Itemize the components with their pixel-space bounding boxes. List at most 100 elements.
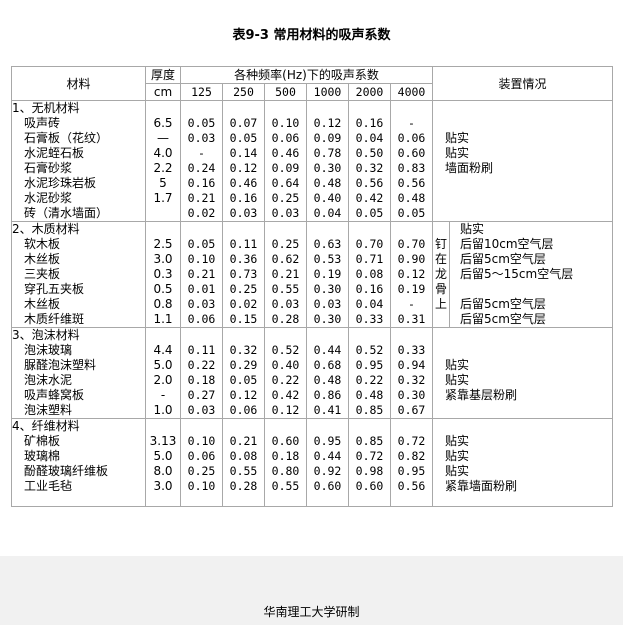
coefficient-value: 0.16 (187, 176, 216, 190)
group-coefficients: 0.25 0.62 0.21 0.55 0.03 0.28 (264, 221, 307, 328)
coefficient-value: 0.83 (397, 161, 426, 175)
coefficient-value: 0.05 (229, 373, 258, 387)
thickness-value: 1.0 (153, 403, 173, 417)
installation-note (445, 191, 612, 206)
group-coefficients: 0.10 0.06 0.46 0.09 0.64 0.25 0.03 (264, 100, 307, 222)
table-title: 表9-3 常用材料的吸声系数 (232, 28, 391, 43)
group-coefficients: 0.70 0.71 0.08 0.16 0.04 0.33 (348, 221, 391, 328)
material-name: 木丝板 (24, 252, 61, 266)
group-coefficients: 0.05 0.03-0.24 0.16 0.21 0.02 (180, 100, 223, 222)
blank (265, 222, 306, 237)
coefficient-value: 0.85 (355, 434, 384, 448)
blank (146, 328, 180, 343)
coefficient-value: 0.06 (271, 131, 300, 145)
group-coefficients: 0.32 0.29 0.05 0.12 0.06 (222, 327, 265, 419)
coefficient-value: 0.11 (229, 237, 258, 251)
blank (265, 101, 306, 116)
side-label-column: 钉在龙骨上 (433, 222, 450, 327)
coefficient-value: 0.55 (271, 282, 300, 296)
group-coefficients: 0.63 0.53 0.19 0.30 0.03 0.30 (306, 221, 349, 328)
material-name: 矿棉板 (24, 434, 61, 448)
coefficient-value: 0.07 (229, 116, 258, 130)
thickness-value: 5.0 (153, 358, 173, 372)
group-thickness: 3.13 5.0 8.0 3.0 (145, 418, 181, 507)
coefficient-value: 0.32 (355, 161, 384, 175)
material-name: 三夹板 (24, 267, 61, 281)
material-group: 4、纤维材料 矿棉板 玻璃棉 酚醛玻璃纤维板 工业毛毡 3.13 5.0 8.0 3.0 0.… (11, 418, 613, 507)
coefficient-value: 0.08 (229, 449, 258, 463)
installation-note: 墙面粉刷 (445, 161, 494, 175)
blank (349, 101, 390, 116)
coefficient-value: 0.09 (313, 131, 342, 145)
blank (181, 419, 222, 434)
group-coefficients: 0.52 0.95 0.22 0.48 0.85 (348, 327, 391, 419)
coefficient-value: 0.10 (187, 252, 216, 266)
coefficient-value: 0.12 (313, 116, 342, 130)
group-materials: 3、泡沫材料 泡沫玻璃 脲醛泡沫塑料 泡沫水泥 吸声蜂窝板 泡沫塑料 (11, 327, 146, 419)
blank (223, 328, 264, 343)
absorption-table: 材料 厚度 各种频率(Hz)下的吸声系数 装置情况 cm 125 250 500… (11, 66, 613, 507)
header-freq: 1000 (306, 83, 349, 101)
blank (181, 222, 222, 237)
coefficient-value: 0.73 (229, 267, 258, 281)
coefficient-value: 0.33 (397, 343, 426, 357)
coefficient-value: 0.30 (313, 161, 342, 175)
coefficient-value: 0.90 (397, 252, 426, 266)
coefficient-value: 0.32 (229, 343, 258, 357)
coefficient-value: 0.03 (187, 297, 216, 311)
header-freq: 2000 (348, 83, 391, 101)
coefficient-value: 0.42 (271, 388, 300, 402)
group-name: 3、泡沫材料 (12, 328, 80, 342)
coefficient-value: 0.36 (229, 252, 258, 266)
header-thickness-unit: cm (145, 83, 181, 101)
coefficient-value: 0.03 (271, 297, 300, 311)
coefficient-value: 0.41 (313, 403, 342, 417)
coefficient-value: 0.01 (187, 282, 216, 296)
coefficient-value: 0.22 (355, 373, 384, 387)
coefficient-value: 0.71 (355, 252, 384, 266)
coefficient-value: 0.02 (229, 297, 258, 311)
installation-note: 后留5cm空气层 (460, 252, 546, 266)
coefficient-value: 0.60 (397, 146, 426, 160)
coefficient-value: 0.95 (313, 434, 342, 448)
material-name: 泡沫玻璃 (24, 343, 73, 357)
coefficient-value: 0.05 (187, 237, 216, 251)
blank (307, 222, 348, 237)
group-coefficients: 0.60 0.18 0.80 0.55 (264, 418, 307, 507)
coefficient-value: 0.86 (313, 388, 342, 402)
coefficient-value: 0.52 (355, 343, 384, 357)
coefficient-value: 0.25 (229, 282, 258, 296)
blank (307, 328, 348, 343)
coefficient-value: 0.06 (187, 312, 216, 326)
coefficient-value: 0.03 (271, 206, 300, 220)
thickness-value: - (160, 388, 166, 402)
blank (223, 101, 264, 116)
material-name: 水泥砂浆 (24, 191, 73, 205)
material-name: 工业毛毡 (24, 479, 73, 493)
installation-note: 后留10cm空气层 (460, 237, 554, 251)
group-materials: 1、无机材料 吸声砖 石膏板（花纹） 水泥蛭石板 石膏砂浆 水泥珍珠岩板 水泥砂浆 砖（清水墙… (11, 100, 146, 222)
blank (146, 419, 180, 434)
coefficient-value: 0.10 (187, 479, 216, 493)
coefficient-value: 0.42 (355, 191, 384, 205)
blank (265, 328, 306, 343)
thickness-value (146, 206, 180, 221)
coefficient-value: 0.78 (313, 146, 342, 160)
material-name: 石膏板（花纹） (24, 131, 109, 145)
material-group: 2、木质材料 软木板 木丝板 三夹板 穿孔五夹板 木丝板 木质纤维斑 2.5 3.0 0.3 0.… (11, 221, 613, 328)
blank (391, 222, 432, 237)
coefficient-value: 0.16 (355, 282, 384, 296)
group-coefficients: 0.11 0.36 0.73 0.25 0.02 0.15 (222, 221, 265, 328)
coefficient-value: 0.72 (397, 434, 426, 448)
coefficient-value: 0.72 (355, 449, 384, 463)
coefficient-value: 0.30 (313, 312, 342, 326)
coefficient-value: 0.60 (271, 434, 300, 448)
group-installation: 贴实 贴实 紧靠基层粉刷 (432, 327, 613, 419)
group-coefficients: 0.10 0.06 0.25 0.10 (180, 418, 223, 507)
coefficient-value: 0.12 (397, 267, 426, 281)
coefficient-value: 0.18 (271, 449, 300, 463)
coefficient-value: 0.19 (313, 267, 342, 281)
footer-credit: 华南理工大学研制 (263, 605, 360, 619)
blank (223, 419, 264, 434)
installation-note (445, 176, 612, 191)
